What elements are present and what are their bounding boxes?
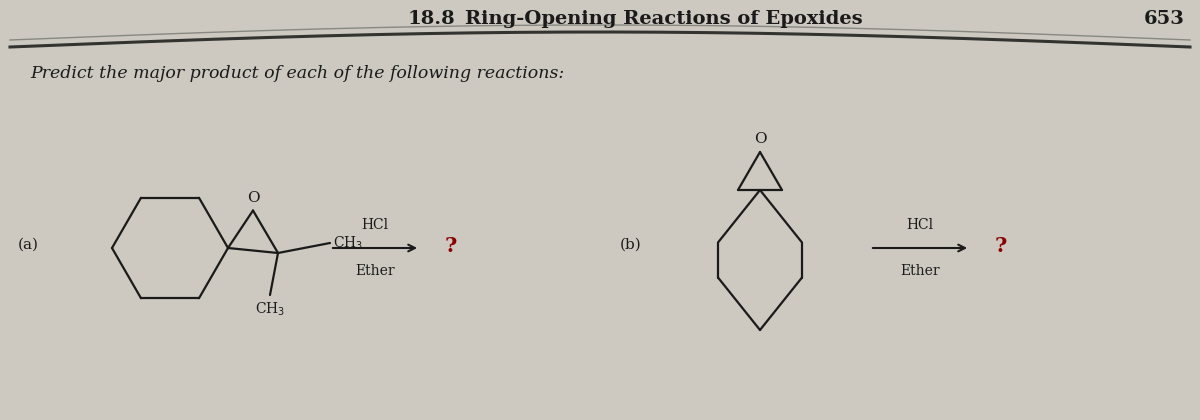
Text: O: O xyxy=(754,132,767,146)
Text: CH$_3$: CH$_3$ xyxy=(332,234,364,252)
Text: Ether: Ether xyxy=(900,264,940,278)
Text: HCl: HCl xyxy=(361,218,389,232)
Text: 18.8: 18.8 xyxy=(407,10,455,28)
Text: (a): (a) xyxy=(18,238,38,252)
Text: HCl: HCl xyxy=(906,218,934,232)
Text: Ring-Opening Reactions of Epoxides: Ring-Opening Reactions of Epoxides xyxy=(466,10,863,28)
Text: (b): (b) xyxy=(620,238,642,252)
Text: CH$_3$: CH$_3$ xyxy=(254,301,286,318)
Text: O: O xyxy=(247,191,259,205)
Text: ?: ? xyxy=(995,236,1007,256)
Text: Ether: Ether xyxy=(355,264,395,278)
Text: ?: ? xyxy=(445,236,457,256)
Text: 653: 653 xyxy=(1144,10,1186,28)
Text: Predict the major product of each of the following reactions:: Predict the major product of each of the… xyxy=(30,65,564,82)
